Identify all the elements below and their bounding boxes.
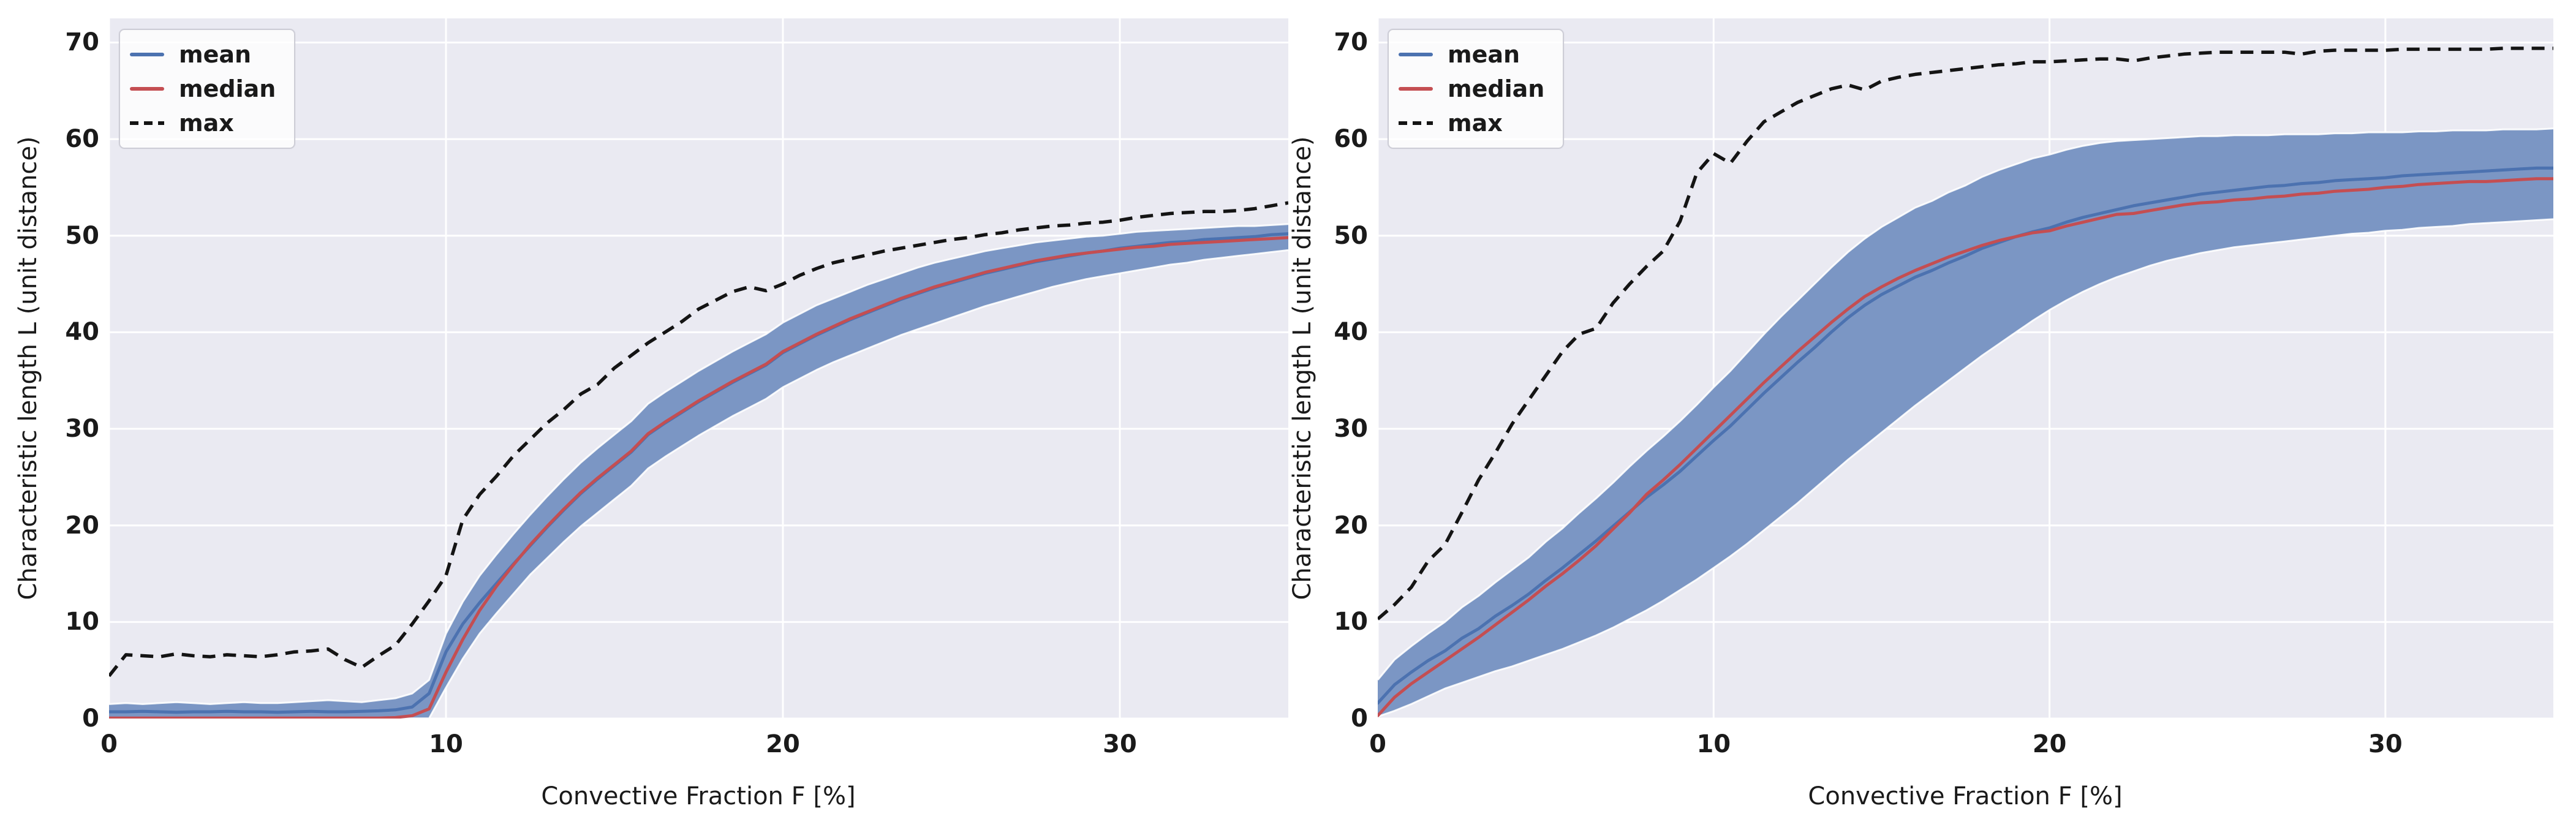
y-tick-label: 50 (1334, 221, 1368, 250)
legend-label-mean: mean (179, 41, 252, 68)
x-tick-label: 10 (1696, 730, 1731, 758)
legend-label-max: max (1448, 110, 1503, 137)
legend-line-median-icon (1399, 87, 1433, 91)
y-tick-label: 20 (65, 511, 99, 540)
legend-item-mean: mean (1399, 37, 1544, 72)
x-tick-label: 0 (100, 730, 118, 758)
y-tick-label: 10 (65, 608, 99, 636)
x-tick-label: 30 (2368, 730, 2403, 758)
legend-line-max-icon (130, 121, 164, 125)
y-tick-label: 30 (1334, 415, 1368, 443)
y-tick-label: 70 (65, 28, 99, 57)
legend-label-mean: mean (1448, 41, 1520, 68)
y-tick-label: 30 (65, 415, 99, 443)
legend-item-median: median (130, 72, 276, 106)
y-tick-label: 10 (1334, 608, 1368, 636)
legend-line-mean-icon (130, 53, 164, 56)
y-tick-label: 70 (1334, 28, 1368, 57)
y-tick-label: 0 (82, 704, 99, 733)
y-tick-label: 40 (65, 318, 99, 347)
left-plot-area: mean median max (109, 18, 1288, 719)
y-axis-label-right: Characteristic length L (unit distance) (1288, 136, 1316, 600)
x-tick-label: 20 (2032, 730, 2067, 758)
x-axis-label-left: Convective Fraction F [%] (541, 782, 856, 810)
x-tick-label: 20 (766, 730, 800, 758)
y-tick-label: 60 (65, 125, 99, 154)
legend: mean median max (119, 29, 296, 149)
x-axis-label-right: Convective Fraction F [%] (1808, 782, 2123, 810)
legend-line-mean-icon (1399, 53, 1433, 56)
y-tick-label: 20 (1334, 511, 1368, 540)
y-tick-label: 50 (65, 221, 99, 250)
left-plot-canvas (109, 18, 1288, 719)
x-tick-label: 0 (1369, 730, 1386, 758)
legend-label-max: max (179, 110, 234, 137)
x-tick-label: 10 (429, 730, 463, 758)
legend-line-median-icon (130, 87, 164, 91)
legend: mean median max (1388, 29, 1565, 149)
legend-item-max: max (130, 106, 276, 140)
x-tick-label: 30 (1103, 730, 1137, 758)
right-plot-area: mean median max (1378, 18, 2553, 719)
legend-label-median: median (179, 75, 276, 102)
right-plot-canvas (1378, 18, 2553, 719)
y-tick-label: 0 (1351, 704, 1368, 733)
legend-label-median: median (1448, 75, 1545, 102)
y-tick-label: 60 (1334, 125, 1368, 154)
legend-line-max-icon (1399, 121, 1433, 125)
legend-item-mean: mean (130, 37, 276, 72)
legend-item-median: median (1399, 72, 1544, 106)
legend-item-max: max (1399, 106, 1544, 140)
y-tick-label: 40 (1334, 318, 1368, 347)
y-axis-label-left: Characteristic length L (unit distance) (14, 136, 42, 600)
